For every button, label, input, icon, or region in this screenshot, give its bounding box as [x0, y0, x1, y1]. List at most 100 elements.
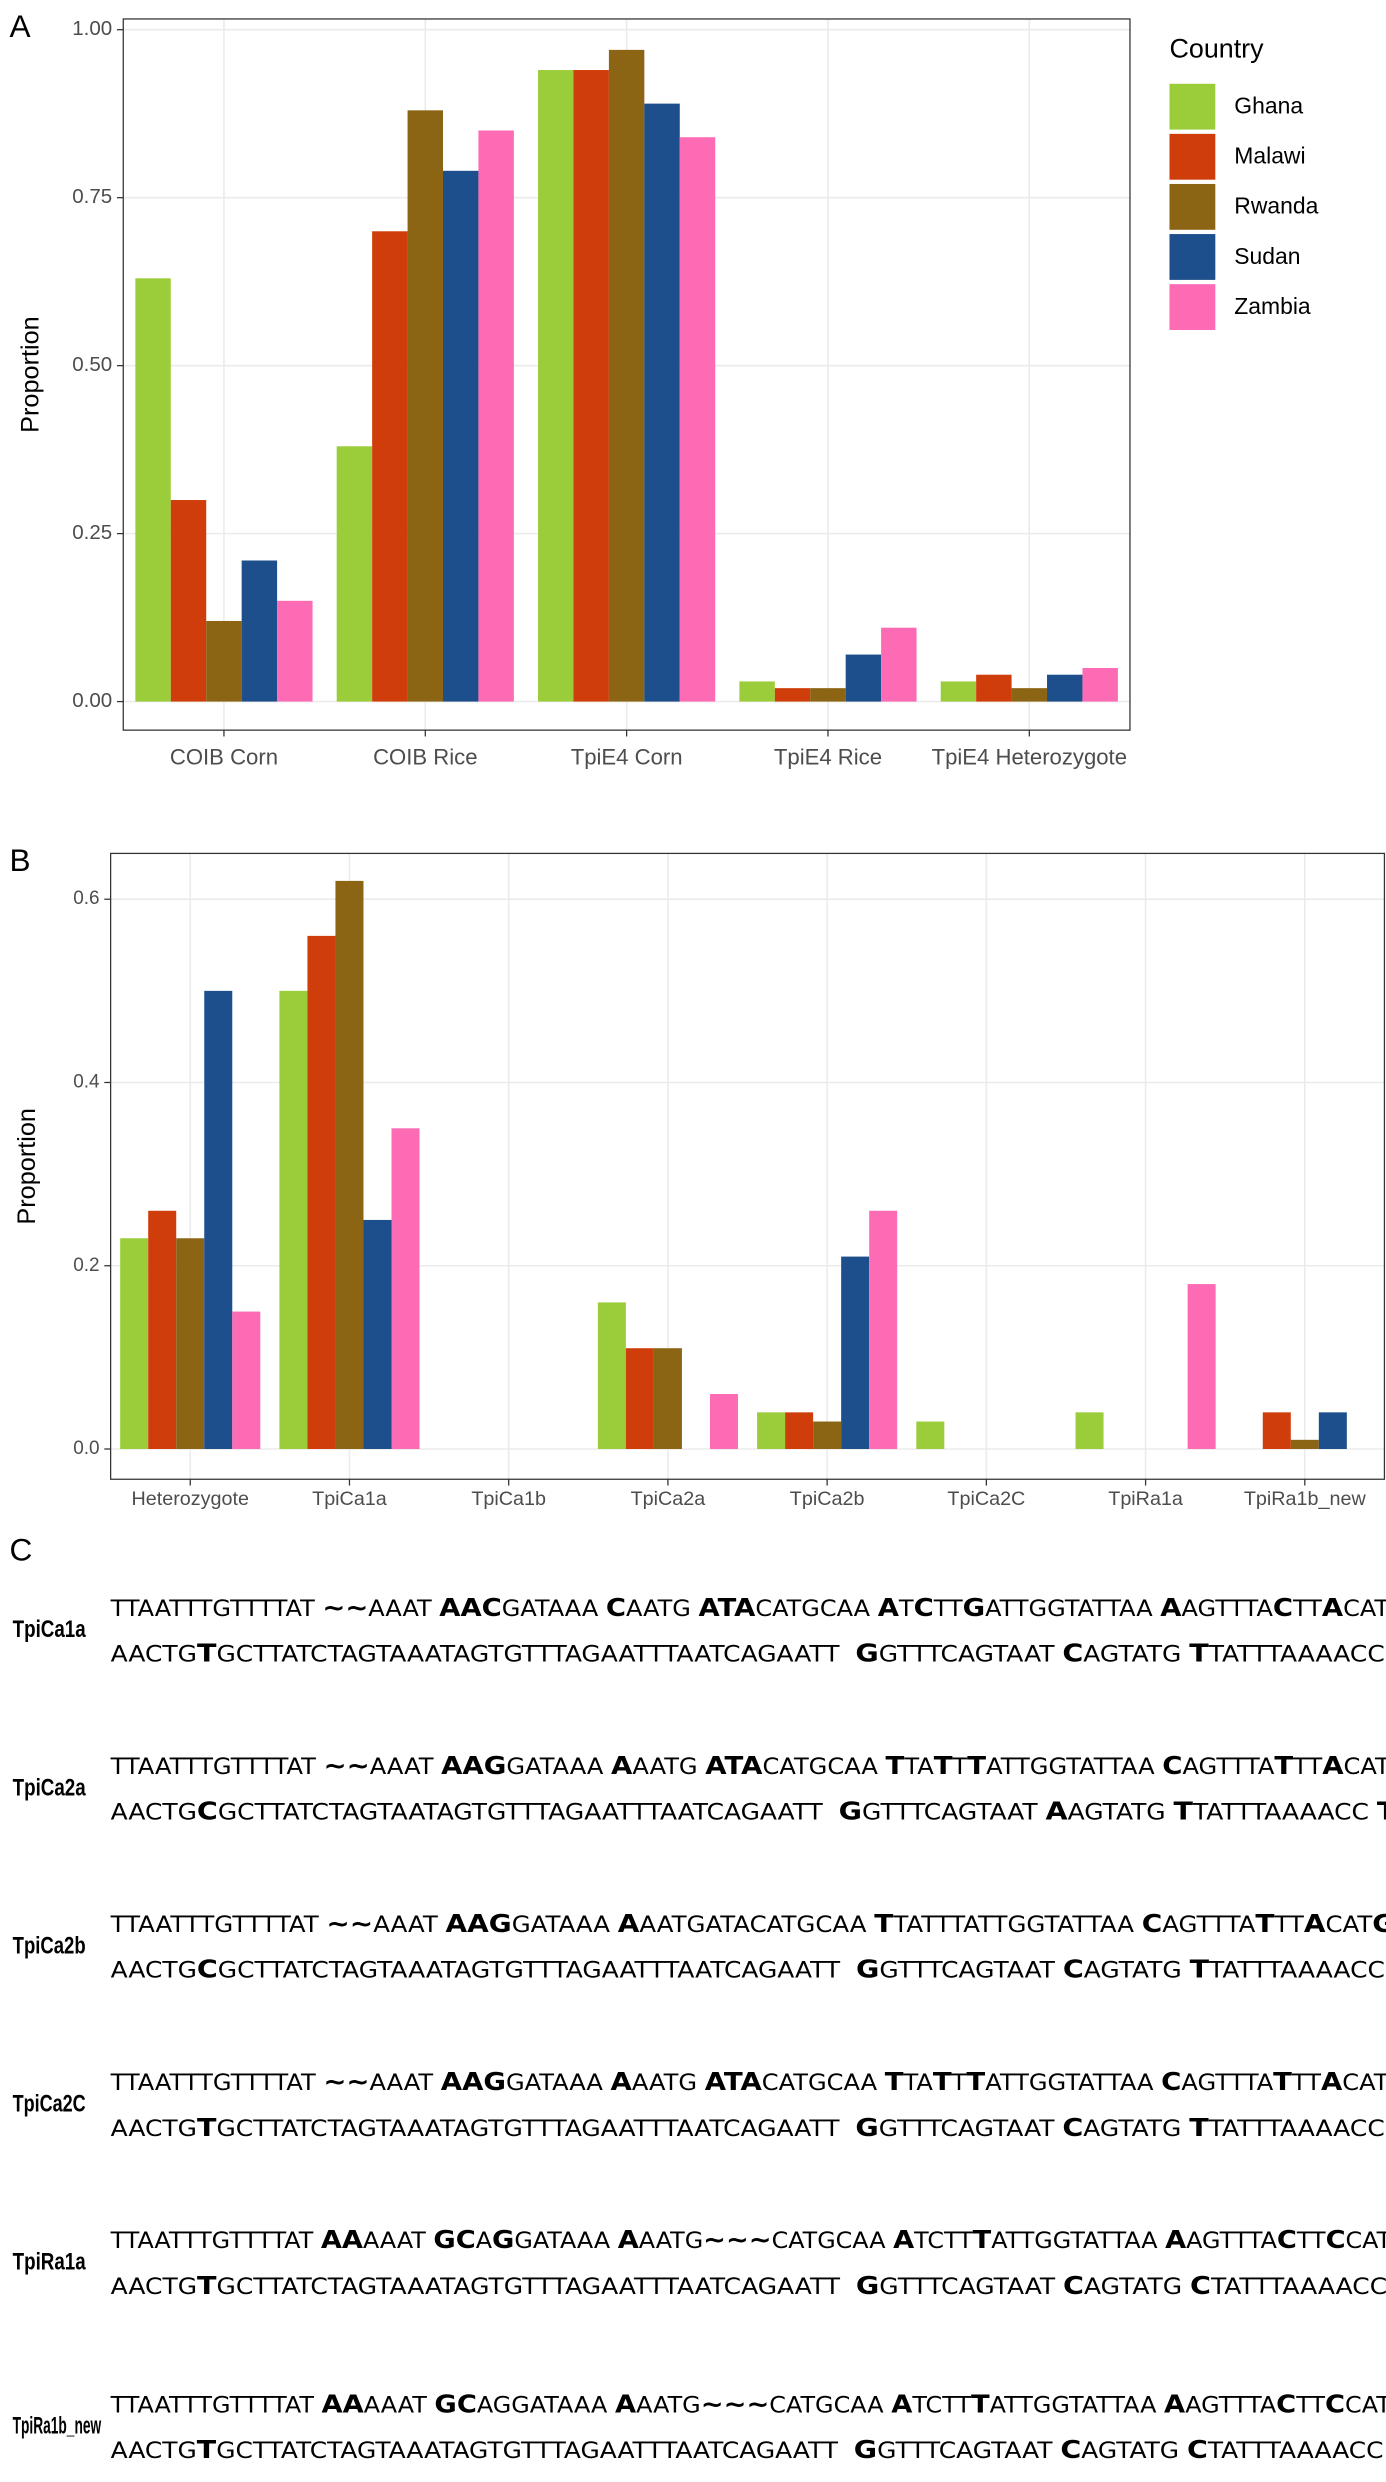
bold-base: T — [971, 2389, 990, 2418]
legend-key — [1169, 83, 1216, 130]
base: CATGCAA — [762, 2069, 885, 2095]
legend-label: Ghana — [1234, 93, 1303, 119]
base: CAT — [1346, 2227, 1386, 2253]
base: TCTT — [913, 2227, 973, 2253]
x-tick-label: TpiE4 Heterozygote — [932, 744, 1127, 769]
base: GATAAA — [506, 1753, 611, 1779]
base: GCTTATCTAGTAAATAGTGTTTAGAATTTAATCAGAATT — [216, 2115, 855, 2141]
bold-base: C — [1187, 2435, 1208, 2464]
y-tick-label: 0.6 — [73, 888, 99, 909]
base: AAAT — [373, 1911, 445, 1937]
bold-base: T — [885, 2067, 905, 2096]
bar — [277, 600, 313, 702]
base: AGTATG — [1084, 2273, 1190, 2299]
bar — [206, 620, 242, 702]
base: ATTGGTATTAA — [985, 2069, 1161, 2095]
bold-base: T — [886, 1751, 906, 1780]
base: GATAAA — [514, 2227, 617, 2253]
bar — [841, 1256, 870, 1450]
base: AAAT — [370, 1753, 441, 1779]
sequence-name: TpiCa2C — [13, 2091, 86, 2117]
base: AGTTTA — [1186, 2227, 1277, 2253]
bar — [120, 1238, 149, 1450]
legend-key — [1169, 284, 1216, 330]
bold-base: T — [1273, 2067, 1293, 2096]
base: CAT — [1345, 2392, 1386, 2418]
base: AACTG — [111, 2438, 197, 2464]
base: AATG — [632, 2069, 705, 2095]
base: GTTTCAGTAAT — [877, 2438, 1060, 2464]
bold-base: G — [856, 1955, 879, 1984]
legend-key — [1169, 234, 1216, 280]
plot-border — [109, 852, 1386, 1480]
bold-base: A — [1322, 1593, 1344, 1622]
base: CATGCAA — [755, 1595, 877, 1621]
base: TT — [1292, 1595, 1322, 1621]
base: AACTG — [111, 1641, 197, 1667]
base: TT — [1295, 2392, 1325, 2418]
bold-base: G — [855, 2113, 878, 2142]
sequence-line: TTAATTTGTTTTAT ~~ AAAT AAC GATAAA C AATG AT… — [110, 1593, 1386, 1622]
sequence-line: TTAATTTGTTTTAT ~~ AAAT AAG GATAAA A AATG AT… — [110, 1751, 1386, 1780]
bold-base: C — [1326, 2225, 1346, 2254]
bold-base: C — [1063, 2271, 1084, 2300]
legend-label: Malawi — [1234, 143, 1305, 169]
base: T — [951, 1753, 967, 1779]
base: TT — [1273, 1911, 1304, 1937]
bold-base: T — [934, 1751, 954, 1780]
base: AGTATG — [1068, 1799, 1174, 1825]
y-tick-label: 1.00 — [72, 17, 112, 40]
bold-base: C — [1063, 1955, 1084, 1984]
bar — [176, 1238, 205, 1450]
bar — [407, 110, 444, 702]
base: T — [951, 2069, 967, 2095]
sequence-line: AACTG C GCTTATCTAGTAATAGTGTTTAGAATTTAATCAG… — [111, 1797, 1386, 1826]
bar — [148, 1210, 177, 1450]
panel-label: C — [9, 1531, 32, 1567]
bar — [597, 1302, 626, 1450]
y-axis-title: Proportion — [13, 1108, 41, 1225]
bold-base: ~~~ — [701, 2389, 770, 2418]
legend-label: Sudan — [1234, 243, 1300, 269]
bold-base: T — [973, 2225, 992, 2254]
bold-base: A — [1164, 2389, 1186, 2418]
bar — [372, 231, 408, 702]
bold-base: C — [1162, 1751, 1182, 1780]
y-axis-title: Proportion — [16, 316, 44, 433]
base: TT — [1296, 2227, 1326, 2253]
bold-base: AAC — [439, 1593, 502, 1622]
base: AATG — [636, 2392, 701, 2418]
base: AGTTTA — [1182, 1753, 1274, 1779]
x-tick-label: COIB Corn — [170, 744, 278, 769]
bold-base: T — [1274, 1751, 1294, 1780]
bold-base: A — [611, 1751, 633, 1780]
base: AGTTTA — [1182, 1595, 1273, 1621]
bold-base: ATA — [705, 1751, 763, 1780]
base: ATTGGTATTAA — [986, 1753, 1162, 1779]
base: GCTTATCTAGTAAATAGTGTTTAGAATTTAATCAGAATT — [218, 1957, 856, 1983]
bold-base: C — [1276, 2389, 1296, 2418]
bold-base: C — [197, 1797, 218, 1826]
base: AATG — [632, 1753, 705, 1779]
base: CAT — [1344, 1753, 1386, 1779]
base: AGTATG — [1083, 1641, 1189, 1667]
legend-title: Country — [1169, 34, 1264, 64]
bold-base: C — [606, 1593, 626, 1622]
x-tick-label: TpiE4 Corn — [571, 744, 683, 769]
base: GTTTCAGTAAT — [879, 2273, 1063, 2299]
y-tick-label: 0.25 — [72, 521, 112, 544]
bar — [625, 1348, 654, 1450]
sequence-line: AACTG T GCTTATCTAGTAAATAGTGTTTAGAATTTAATCA… — [111, 2113, 1386, 2142]
bold-base: A — [1165, 2225, 1187, 2254]
bold-base: C — [1062, 1639, 1083, 1668]
bold-base: AAG — [441, 2067, 506, 2096]
bar — [170, 500, 207, 702]
bold-base: T — [197, 2435, 217, 2464]
base: TATTTAAAACC — [1208, 1957, 1386, 1983]
bar — [709, 1394, 738, 1450]
base: CAT — [1343, 1595, 1386, 1621]
base: GTTTCAGTAAT — [879, 2115, 1063, 2141]
bold-base: T — [874, 1909, 894, 1938]
